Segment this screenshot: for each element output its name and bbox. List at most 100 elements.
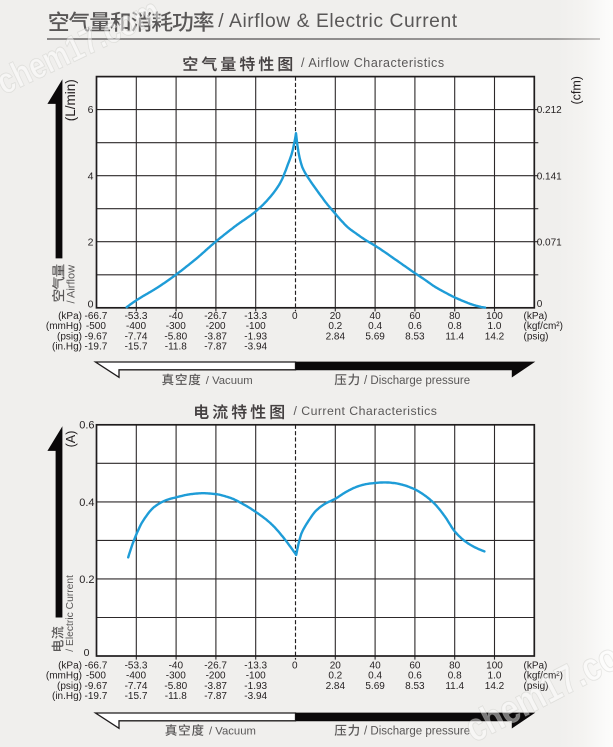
svg-text:-3.94: -3.94 <box>244 342 267 353</box>
svg-text:-53.3: -53.3 <box>125 660 148 671</box>
svg-text:0.2: 0.2 <box>328 671 342 682</box>
svg-text:80: 80 <box>449 660 461 671</box>
svg-text:4: 4 <box>88 170 94 182</box>
svg-text:(in.Hg): (in.Hg) <box>52 691 82 702</box>
svg-text:(mmHg): (mmHg) <box>46 671 82 682</box>
svg-text:-15.7: -15.7 <box>125 342 148 353</box>
svg-text:/ Discharge pressure: / Discharge pressure <box>364 375 470 387</box>
svg-text:-1.93: -1.93 <box>244 331 267 342</box>
svg-text:0.6: 0.6 <box>408 671 422 682</box>
svg-text:/ Discharge pressure: / Discharge pressure <box>364 726 470 738</box>
svg-text:-200: -200 <box>206 321 226 332</box>
svg-text:/ Current Characteristics: / Current Characteristics <box>294 404 438 418</box>
svg-text:0: 0 <box>292 311 298 322</box>
svg-text:-19.7: -19.7 <box>85 691 108 702</box>
svg-text:(psig): (psig) <box>57 681 82 692</box>
svg-text:(psig): (psig) <box>57 331 82 342</box>
svg-text:0: 0 <box>88 298 94 310</box>
svg-text:0.071: 0.071 <box>537 237 562 248</box>
svg-text:-7.74: -7.74 <box>125 331 148 342</box>
svg-text:60: 60 <box>409 311 421 322</box>
svg-text:0.4: 0.4 <box>368 671 382 682</box>
svg-text:2.84: 2.84 <box>326 681 346 692</box>
svg-text:40: 40 <box>370 660 382 671</box>
svg-text:-9.67: -9.67 <box>85 681 108 692</box>
svg-text:0.4: 0.4 <box>79 497 94 509</box>
svg-text:-3.94: -3.94 <box>244 691 267 702</box>
svg-text:-100: -100 <box>246 671 266 682</box>
svg-text:40: 40 <box>370 311 382 322</box>
svg-text:-26.7: -26.7 <box>204 311 227 322</box>
svg-text:(kPa): (kPa) <box>58 311 82 322</box>
svg-text:11.4: 11.4 <box>445 681 464 692</box>
svg-text:-11.8: -11.8 <box>165 342 187 353</box>
svg-text:2: 2 <box>88 236 94 248</box>
svg-text:11.4: 11.4 <box>445 331 464 342</box>
svg-text:100: 100 <box>486 311 503 322</box>
svg-text:-7.74: -7.74 <box>125 681 148 692</box>
svg-text:(cfm): (cfm) <box>570 76 584 104</box>
svg-text:-7.87: -7.87 <box>204 342 227 353</box>
svg-text:-400: -400 <box>126 321 146 332</box>
svg-text:80: 80 <box>449 311 461 322</box>
svg-text:0.8: 0.8 <box>448 671 462 682</box>
svg-text:-5.80: -5.80 <box>164 331 187 342</box>
svg-text:2.84: 2.84 <box>326 331 346 342</box>
svg-text:8.53: 8.53 <box>405 681 425 692</box>
svg-text:-53.3: -53.3 <box>125 311 148 322</box>
svg-text:(kPa): (kPa) <box>524 660 548 671</box>
svg-text:/ Vacuum: / Vacuum <box>209 726 256 738</box>
svg-text:-66.7: -66.7 <box>85 660 108 671</box>
svg-text:/ Airflow: / Airflow <box>65 265 77 304</box>
svg-text:-1.93: -1.93 <box>244 681 267 692</box>
svg-text:-19.7: -19.7 <box>85 342 108 353</box>
svg-text:(kgf/cm²): (kgf/cm²) <box>524 671 563 682</box>
svg-text:/ Airflow Characteristics: / Airflow Characteristics <box>301 56 445 70</box>
svg-text:8.53: 8.53 <box>405 331 425 342</box>
svg-text:0.212: 0.212 <box>537 105 562 116</box>
svg-text:20: 20 <box>330 311 342 322</box>
svg-text:5.69: 5.69 <box>365 681 385 692</box>
svg-text:-13.3: -13.3 <box>244 660 267 671</box>
svg-text:1.0: 1.0 <box>488 321 502 332</box>
svg-text:0.2: 0.2 <box>79 574 94 586</box>
svg-text:-5.80: -5.80 <box>164 681 187 692</box>
svg-text:0: 0 <box>84 647 90 659</box>
svg-text:(kPa): (kPa) <box>58 660 82 671</box>
svg-text:-40: -40 <box>169 660 184 671</box>
svg-text:-11.8: -11.8 <box>165 691 187 702</box>
svg-text:/ Electric Current: / Electric Current <box>65 575 76 652</box>
svg-text:-66.7: -66.7 <box>85 311 108 322</box>
svg-text:0.4: 0.4 <box>368 321 382 332</box>
svg-text:-40: -40 <box>169 311 184 322</box>
svg-text:14.2: 14.2 <box>485 331 505 342</box>
svg-text:(kPa): (kPa) <box>524 311 548 322</box>
svg-text:-400: -400 <box>126 671 146 682</box>
svg-text:0: 0 <box>292 660 298 671</box>
svg-text:-13.3: -13.3 <box>244 311 267 322</box>
svg-text:-15.7: -15.7 <box>125 691 148 702</box>
svg-text:-26.7: -26.7 <box>204 660 227 671</box>
svg-text:(mmHg): (mmHg) <box>46 321 82 332</box>
svg-text:5.69: 5.69 <box>365 331 385 342</box>
svg-text:-200: -200 <box>206 671 226 682</box>
svg-text:14.2: 14.2 <box>485 681 505 692</box>
svg-text:/ Airflow & Electric Current: / Airflow & Electric Current <box>218 11 457 32</box>
svg-text:-300: -300 <box>166 321 186 332</box>
svg-text:(L/min): (L/min) <box>63 79 78 121</box>
svg-text:-500: -500 <box>86 671 106 682</box>
svg-text:6: 6 <box>88 104 94 116</box>
svg-text:(in.Hg): (in.Hg) <box>52 342 82 353</box>
svg-text:0.6: 0.6 <box>79 420 94 432</box>
svg-text:-100: -100 <box>246 321 266 332</box>
svg-text:(kgf/cm²): (kgf/cm²) <box>524 321 563 332</box>
svg-text:(A): (A) <box>64 431 78 448</box>
svg-text:0.2: 0.2 <box>328 321 342 332</box>
svg-text:0: 0 <box>537 299 543 310</box>
svg-text:-3.87: -3.87 <box>204 331 227 342</box>
svg-text:-500: -500 <box>86 321 106 332</box>
svg-text:100: 100 <box>486 660 503 671</box>
svg-text:1.0: 1.0 <box>488 671 502 682</box>
svg-text:0.6: 0.6 <box>408 321 422 332</box>
svg-text:(psig): (psig) <box>524 331 549 342</box>
